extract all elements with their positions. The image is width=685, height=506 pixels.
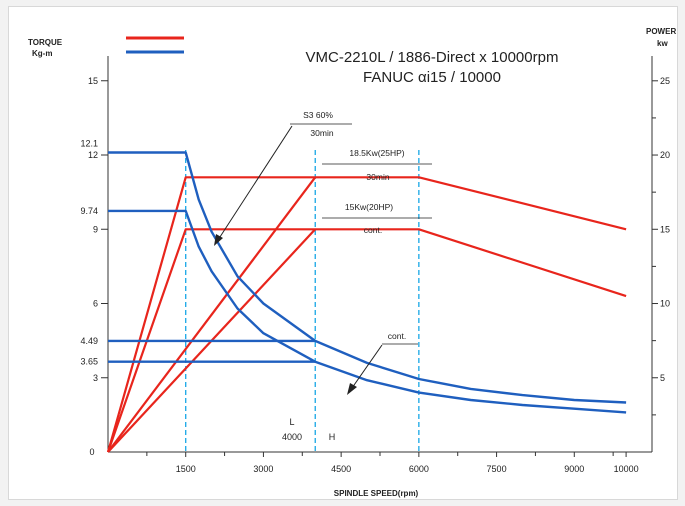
x-tick-label-1500: 1500 bbox=[176, 464, 196, 474]
x-tick-label-4500: 4500 bbox=[331, 464, 351, 474]
annotation-torque-cont-leader bbox=[351, 344, 383, 389]
marker-label-l-speed: 4000 bbox=[282, 432, 302, 442]
annotation-s3-arrowhead bbox=[214, 234, 223, 246]
marker-label-l: L bbox=[289, 417, 294, 427]
annotation-s3: S3 60% 30min bbox=[214, 110, 352, 246]
x-tick-label-6000: 6000 bbox=[409, 464, 429, 474]
marker-label-h: H bbox=[329, 432, 336, 442]
right-tick-label-20: 20 bbox=[660, 150, 670, 160]
annotation-s3-line1: S3 60% bbox=[303, 110, 333, 120]
x-tick-label-9000: 9000 bbox=[564, 464, 584, 474]
right-tick-label-10: 10 bbox=[660, 299, 670, 309]
annotation-p30-line2: 30min bbox=[366, 172, 389, 182]
x-tick-label-7500: 7500 bbox=[487, 464, 507, 474]
axes bbox=[107, 56, 653, 453]
annotation-power-cont: 15Kw(20HP) cont. bbox=[322, 202, 432, 235]
annotation-torque-cont: cont. bbox=[347, 331, 418, 395]
left-value-label-3.65: 3.65 bbox=[80, 357, 98, 367]
x-tick-label-10000: 10000 bbox=[614, 464, 639, 474]
right-tick-label-25: 25 bbox=[660, 76, 670, 86]
x-axis-label: SPINDLE SPEED(rpm) bbox=[334, 489, 419, 498]
annotation-p30-line1: 18.5Kw(25HP) bbox=[349, 148, 404, 158]
left-value-label-9.74: 9.74 bbox=[80, 206, 98, 216]
annotation-s3-leader bbox=[217, 125, 293, 241]
left-axis-label-line1: TORQUE bbox=[28, 38, 63, 47]
left-tick-label-15: 15 bbox=[88, 76, 98, 86]
left-axis-label-line2: Kg-m bbox=[32, 49, 52, 58]
tick-group: 1500 3000 4500 6000 7500 9000 10000 0 15 12 9 6 3 12.… bbox=[80, 76, 670, 474]
left-tick-label-12: 12 bbox=[88, 150, 98, 160]
annotation-power-30min: 18.5Kw(25HP) 30min bbox=[322, 148, 432, 182]
left-tick-label-3: 3 bbox=[93, 373, 98, 383]
annotation-s3-line2: 30min bbox=[310, 128, 333, 138]
left-value-label-4.49: 4.49 bbox=[80, 336, 98, 346]
vertical-markers bbox=[185, 150, 420, 452]
power-curve-2 bbox=[107, 176, 317, 453]
right-axis-label-line1: POWER bbox=[646, 27, 676, 36]
chart-title-line1: VMC-2210L / 1886-Direct x 10000rpm bbox=[306, 49, 559, 66]
curve-group bbox=[106, 151, 627, 453]
chart-title-line2: FANUC αi15 / 10000 bbox=[363, 69, 501, 86]
left-value-label-12.1: 12.1 bbox=[80, 139, 98, 149]
annotation-torque-cont-arrowhead bbox=[347, 383, 357, 395]
x-tick-label-0: 0 bbox=[89, 447, 94, 457]
x-tick-label-3000: 3000 bbox=[253, 464, 273, 474]
annotation-pcont-line2: cont. bbox=[364, 225, 382, 235]
annotation-torque-cont-label: cont. bbox=[388, 331, 406, 341]
right-tick-label-15: 15 bbox=[660, 224, 670, 234]
left-tick-label-9: 9 bbox=[93, 224, 98, 234]
left-tick-label-6: 6 bbox=[93, 299, 98, 309]
right-tick-label-5: 5 bbox=[660, 373, 665, 383]
annotation-pcont-line1: 15Kw(20HP) bbox=[345, 202, 393, 212]
right-axis-label-line2: kw bbox=[657, 39, 668, 48]
power-curve-0 bbox=[106, 176, 627, 453]
